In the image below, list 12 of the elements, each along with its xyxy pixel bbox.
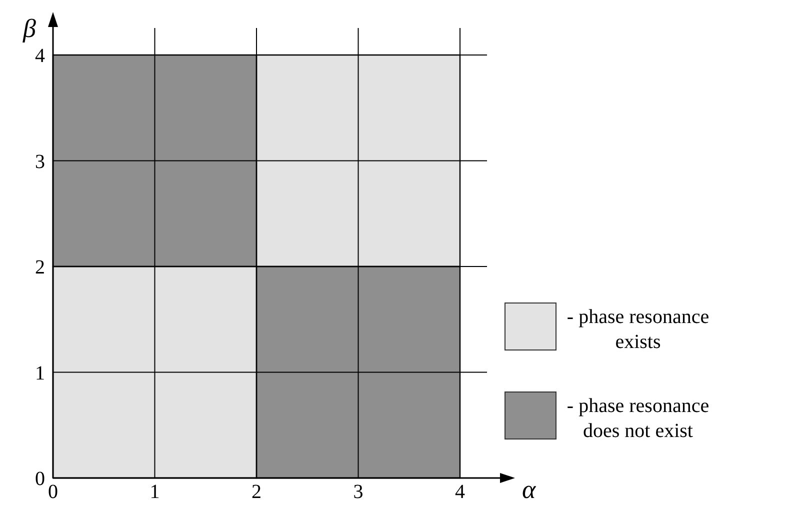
- y-axis-title: β: [22, 14, 36, 43]
- text: - phase resonance does not exist: [566, 395, 710, 442]
- y-tick-label: 2: [35, 256, 45, 278]
- x-axis-title: α: [522, 475, 537, 504]
- legend-label: - phase resonance exists: [566, 306, 710, 353]
- y-tick-label: 4: [35, 45, 45, 67]
- x-tick-label: 1: [150, 481, 160, 503]
- y-tick-label: 1: [35, 362, 45, 384]
- x-tick-label: 2: [252, 481, 262, 503]
- y-tick-label: 3: [35, 150, 45, 173]
- x-tick-label: 3: [353, 481, 364, 503]
- x-tick-label: 4: [455, 481, 465, 503]
